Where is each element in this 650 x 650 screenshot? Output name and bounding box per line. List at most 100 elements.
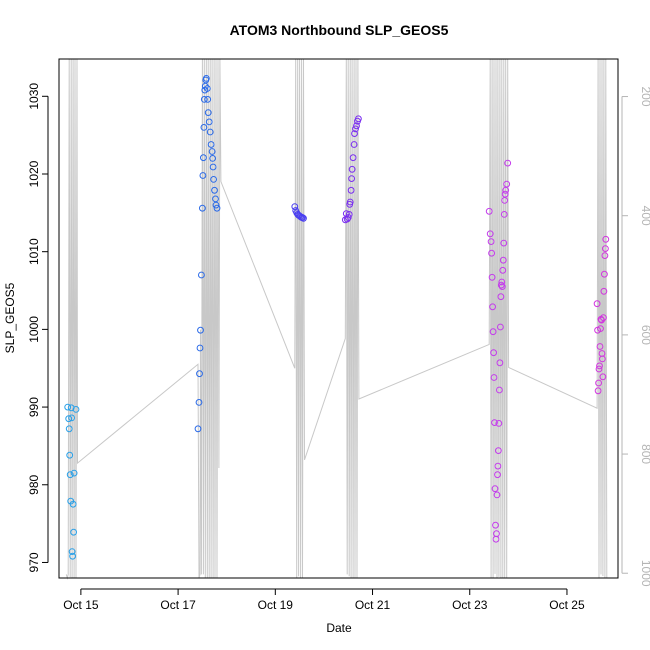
- data-point: [210, 176, 218, 183]
- data-point: [200, 96, 208, 103]
- data-point: [196, 370, 203, 378]
- right-tick-label: 1000: [639, 560, 650, 587]
- x-tick-label: Oct 17: [160, 598, 196, 612]
- data-point: [593, 300, 601, 308]
- data-point: [496, 386, 503, 394]
- data-point: [491, 419, 498, 427]
- right-tick-label: 200: [639, 86, 650, 106]
- data-point: [202, 75, 210, 82]
- data-point: [213, 204, 221, 212]
- data-point: [600, 314, 607, 322]
- y-tick-label: 1020: [27, 160, 41, 187]
- data-point: [600, 287, 608, 295]
- data-point: [209, 163, 217, 171]
- data-point: [498, 278, 506, 286]
- data-point: [493, 530, 500, 538]
- data-point: [200, 154, 207, 162]
- data-point: [503, 180, 511, 188]
- data-point: [70, 469, 78, 477]
- data-point: [208, 148, 216, 155]
- y-tick-label: 990: [27, 397, 41, 417]
- data-point: [486, 230, 494, 238]
- y-axis-label: SLP_GEOS5: [3, 282, 17, 353]
- data-point: [212, 201, 220, 209]
- data-point: [194, 425, 202, 433]
- data-point: [488, 273, 496, 281]
- data-point: [204, 96, 212, 103]
- data-point: [209, 155, 217, 162]
- data-point: [291, 203, 299, 211]
- data-point: [596, 362, 603, 370]
- y-tick-label: 1000: [27, 316, 41, 343]
- data-point: [490, 349, 498, 357]
- data-point: [197, 326, 204, 334]
- data-point: [346, 198, 354, 206]
- data-point: [345, 211, 353, 218]
- data-point: [204, 109, 212, 116]
- data-point: [601, 252, 609, 260]
- data-points-group: [64, 75, 610, 560]
- data-point: [67, 404, 75, 412]
- data-point: [497, 293, 505, 301]
- x-tick-label: Oct 19: [258, 598, 294, 612]
- data-point: [489, 303, 497, 311]
- y-tick-label: 970: [27, 552, 41, 572]
- data-point: [205, 118, 213, 126]
- data-point: [300, 214, 307, 222]
- data-point: [348, 165, 356, 173]
- data-point: [498, 283, 506, 291]
- x-tick-label: Oct 23: [452, 598, 488, 612]
- right-tick-label: 600: [639, 325, 650, 345]
- chart-title: ATOM3 Northbound SLP_GEOS5: [230, 22, 449, 38]
- data-point: [499, 256, 507, 264]
- data-point: [65, 425, 73, 433]
- data-point: [199, 172, 207, 179]
- data-point: [602, 235, 610, 243]
- data-point: [352, 125, 359, 133]
- data-point: [500, 211, 508, 218]
- data-point: [355, 115, 362, 123]
- data-point: [351, 130, 358, 138]
- data-point: [198, 271, 205, 279]
- data-point: [602, 245, 609, 253]
- data-point: [488, 249, 496, 257]
- data-point: [497, 323, 504, 331]
- data-point: [485, 207, 493, 215]
- x-tick-label: Oct 15: [63, 598, 99, 612]
- data-point: [497, 281, 505, 289]
- data-point: [492, 521, 499, 529]
- data-point: [349, 154, 357, 162]
- data-point: [594, 387, 602, 395]
- data-point: [494, 471, 501, 479]
- data-point: [69, 552, 76, 560]
- data-point: [491, 485, 499, 493]
- data-point: [350, 141, 358, 148]
- data-point: [599, 355, 606, 363]
- data-point: [68, 548, 76, 555]
- data-point: [348, 175, 356, 183]
- y-tick-label: 1010: [27, 238, 41, 265]
- data-point: [502, 186, 510, 194]
- data-point: [595, 365, 603, 373]
- gray-trace-group: [65, 58, 608, 580]
- y-tick-label: 980: [27, 474, 41, 494]
- x-tick-label: Oct 21: [355, 598, 391, 612]
- data-point: [203, 85, 211, 92]
- data-point: [500, 239, 508, 247]
- data-point: [494, 462, 502, 470]
- data-point: [489, 328, 497, 336]
- right-tick-label: 400: [639, 206, 650, 226]
- data-point: [344, 214, 352, 221]
- data-point: [495, 447, 502, 455]
- data-point: [597, 325, 604, 333]
- y-tick-label: 1030: [27, 83, 41, 110]
- data-point: [65, 415, 73, 423]
- data-point: [299, 214, 306, 221]
- data-point: [72, 406, 80, 413]
- data-point: [487, 238, 495, 246]
- data-point: [504, 159, 512, 167]
- data-point: [499, 266, 507, 274]
- data-point: [66, 471, 74, 479]
